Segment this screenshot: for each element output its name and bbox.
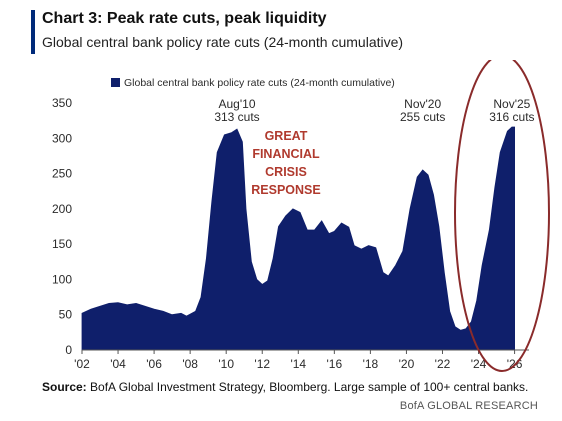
y-tick-label: 250	[52, 167, 72, 181]
peak-annotation-date: Nov'25	[493, 97, 530, 111]
x-tick-label: '08	[182, 357, 198, 371]
source-label: Source:	[42, 380, 87, 394]
x-tick-label: '06	[146, 357, 162, 371]
brand-label: BofA GLOBAL RESEARCH	[399, 400, 538, 412]
x-tick-label: '10	[218, 357, 234, 371]
legend-swatch	[111, 78, 120, 87]
source-note: Source: BofA Global Investment Strategy,…	[42, 380, 528, 394]
y-tick-label: 150	[52, 237, 72, 251]
x-tick-label: '24	[471, 357, 487, 371]
y-tick-label: 200	[52, 202, 72, 216]
x-tick-label: '20	[399, 357, 415, 371]
peak-annotation-cuts: 313 cuts	[214, 110, 259, 124]
peak-annotation-cuts: 316 cuts	[489, 110, 534, 124]
crisis-callout-text: RESPONSE	[251, 183, 320, 197]
chart-subtitle: Global central bank policy rate cuts (24…	[42, 34, 404, 50]
peak-annotation-date: Aug'10	[219, 97, 256, 111]
x-tick-label: '18	[363, 357, 379, 371]
highlight-ellipse	[454, 60, 550, 372]
x-tick-label: '04	[110, 357, 126, 371]
source-text: BofA Global Investment Strategy, Bloombe…	[90, 380, 529, 394]
x-tick-label: '02	[74, 357, 90, 371]
y-tick-label: 50	[59, 308, 73, 322]
peak-annotation-cuts: 255 cuts	[400, 110, 445, 124]
x-tick-label: '16	[327, 357, 343, 371]
crisis-callout-text: GREAT	[265, 129, 308, 143]
y-tick-label: 0	[65, 343, 72, 357]
title-accent-bar	[31, 10, 35, 54]
crisis-callout-text: CRISIS	[265, 165, 307, 179]
chart-area: 0 50 100 150 200 250 300 350 '02 '04 '06 '08 '10 '12 '…	[52, 60, 550, 372]
chart-title: Chart 3: Peak rate cuts, peak liquidity	[42, 10, 327, 27]
x-tick-label: '14	[290, 357, 306, 371]
x-tick-label: '22	[435, 357, 451, 371]
legend-label: Global central bank policy rate cuts (24…	[124, 77, 395, 89]
series-area	[81, 126, 515, 351]
x-tick-label: '12	[254, 357, 270, 371]
peak-annotation-date: Nov'20	[404, 97, 441, 111]
y-tick-label: 350	[52, 96, 72, 110]
y-tick-label: 300	[52, 131, 72, 145]
crisis-callout-text: FINANCIAL	[252, 147, 320, 161]
y-tick-label: 100	[52, 272, 72, 286]
